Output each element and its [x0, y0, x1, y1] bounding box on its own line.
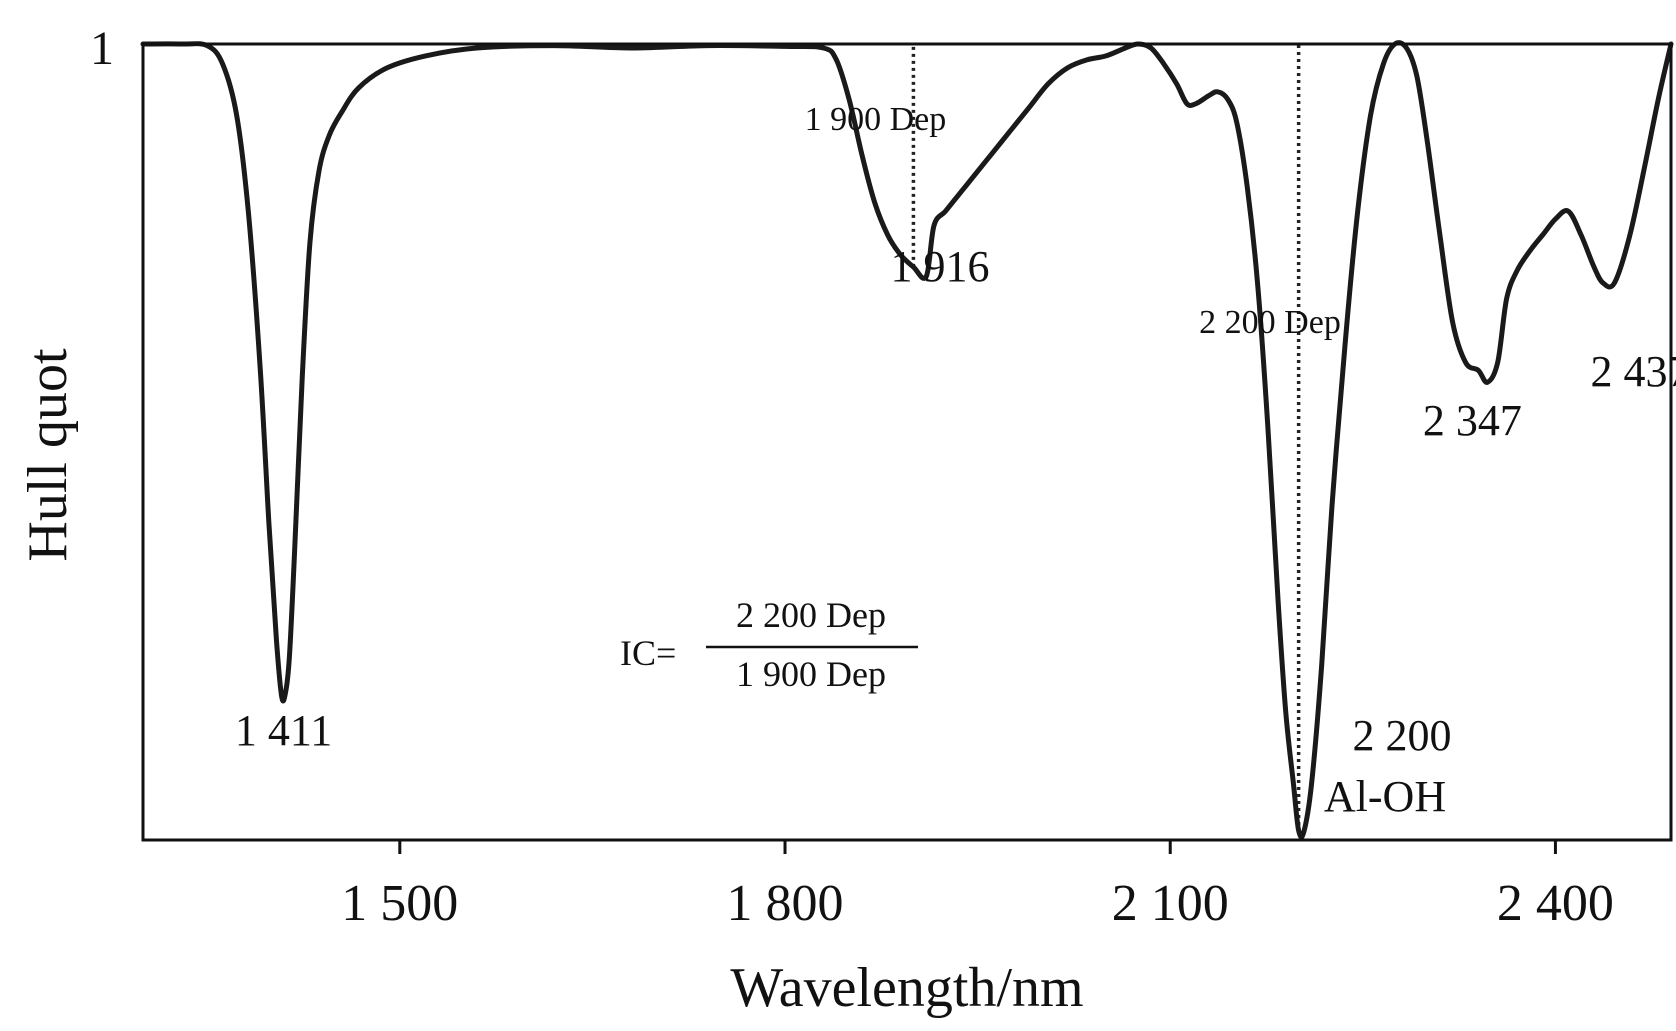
peak-label-2200: 2 200	[1353, 711, 1452, 760]
ic-formula: IC= 2 200 Dep 1 900 Dep	[620, 595, 918, 694]
formula-prefix: IC=	[620, 633, 676, 673]
x-tick-label-1500: 1 500	[341, 875, 458, 932]
plot-frame-layer	[141, 42, 1673, 842]
x-axis-title: Wavelength/nm	[730, 957, 1083, 1019]
peak-label-1916: 1 916	[890, 242, 989, 291]
x-tick-label-2400: 2 400	[1497, 875, 1614, 932]
formula-denominator: 1 900 Dep	[736, 654, 886, 694]
peak-label-al-oh: Al-OH	[1324, 772, 1446, 821]
depth-label-2200: 2 200 Dep	[1199, 304, 1341, 341]
peak-label-2437: 2 437	[1590, 347, 1676, 396]
x-tick-label-1800: 1 800	[727, 875, 844, 932]
plot-frame	[141, 42, 1673, 842]
x-ticks-layer: 1 500 1 800 2 100 2 400	[341, 840, 1614, 932]
y-axis-title: Hull quot	[17, 348, 79, 562]
peak-label-1411: 1 411	[235, 706, 332, 755]
formula-numerator: 2 200 Dep	[736, 595, 886, 635]
y-axis-top-tick-label: 1	[90, 22, 114, 75]
spectrum-curve	[140, 40, 1674, 840]
depth-label-1900: 1 900 Dep	[805, 101, 947, 138]
peak-label-2347: 2 347	[1423, 396, 1522, 445]
x-tick-label-2100: 2 100	[1112, 875, 1229, 932]
curve-layer	[140, 40, 1674, 840]
reference-lines-layer	[911, 44, 1301, 833]
